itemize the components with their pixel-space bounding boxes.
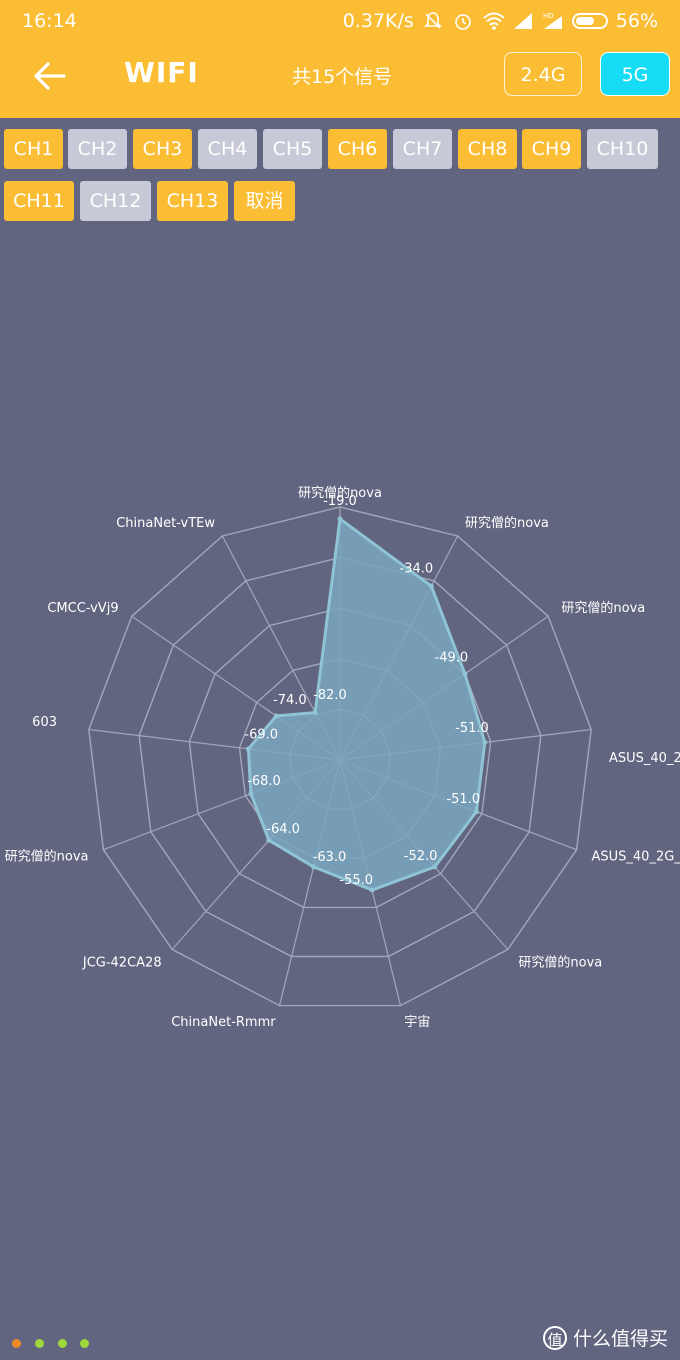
category-label: 研究僧的nova — [465, 515, 549, 531]
signal-point — [266, 837, 272, 843]
category-label: JCG-42CA28 — [82, 955, 162, 970]
signal-area — [246, 516, 487, 892]
value-label: -63.0 — [313, 850, 347, 865]
watermark: 值 什么值得买 — [542, 1324, 668, 1351]
channel-button[interactable]: CH2 — [68, 129, 127, 169]
signal-point — [473, 809, 479, 815]
network-speed: 0.37K/s — [342, 10, 414, 32]
channel-button[interactable]: CH10 — [587, 129, 658, 169]
signal-point — [248, 791, 254, 797]
mute-bell-icon — [422, 11, 444, 31]
signal-point — [312, 710, 318, 716]
value-label: -64.0 — [266, 822, 300, 837]
watermark-text: 什么值得买 — [572, 1328, 668, 1350]
value-label: -74.0 — [273, 693, 307, 708]
wifi-icon — [482, 11, 505, 31]
category-label: 宇宙 — [404, 1015, 430, 1030]
channel-button[interactable]: CH13 — [157, 181, 228, 221]
channel-button[interactable]: CH3 — [133, 129, 192, 169]
radar-labels: 研究僧的nova 研究僧的nova 研究僧的nova ASUS_40_2G ASUS_4… — [5, 485, 680, 1030]
category-label: ASUS_40_2G — [609, 751, 680, 766]
indicator-dot — [12, 1339, 21, 1348]
channel-button[interactable]: CH12 — [80, 181, 151, 221]
signal-point — [482, 739, 488, 745]
value-label: -82.0 — [313, 688, 347, 703]
category-label: CMCC-vVj9 — [47, 601, 118, 616]
status-icons: 0.37K/s HD 56% — [343, 10, 658, 32]
watermark-logo-icon: 值 — [542, 1325, 567, 1350]
category-label: 研究僧的nova — [5, 848, 89, 864]
category-label: 研究僧的nova — [298, 485, 382, 501]
svg-text:HD: HD — [543, 12, 554, 20]
channel-button[interactable]: CH6 — [328, 129, 387, 169]
category-label: 研究僧的nova — [518, 954, 602, 970]
signal-point — [428, 583, 434, 589]
band-5g-button[interactable]: 5G — [600, 52, 670, 96]
radar-area — [245, 516, 488, 893]
battery-icon — [571, 13, 608, 29]
value-label: -19.0 — [323, 494, 357, 509]
grid-ring — [88, 506, 592, 1007]
cancel-button[interactable]: 取消 — [234, 181, 295, 221]
page-title: WIFI — [124, 56, 199, 89]
cell-signal-icon — [512, 11, 534, 31]
value-label: -51.0 — [446, 792, 480, 807]
category-label: ChinaNet-vTEw — [116, 516, 215, 531]
category-label: ChinaNet-Rmmr — [171, 1015, 276, 1030]
signal-point — [432, 864, 438, 870]
channel-button[interactable]: CH7 — [393, 129, 452, 169]
value-label: -55.0 — [339, 873, 373, 888]
signal-count: 共15个信号 — [292, 66, 393, 88]
alarm-icon — [452, 11, 474, 31]
category-label: ASUS_40_2G_K — [592, 849, 680, 864]
channel-button[interactable]: CH8 — [458, 129, 517, 169]
signal-point — [311, 864, 317, 870]
hd-signal-icon: HD — [542, 11, 564, 31]
category-label: 研究僧的nova — [561, 600, 645, 616]
channel-button[interactable]: CH4 — [198, 129, 257, 169]
channel-button[interactable]: CH11 — [4, 181, 74, 221]
channel-button[interactable]: CH1 — [4, 129, 63, 169]
value-label: -49.0 — [435, 651, 469, 666]
battery-level: 56% — [615, 10, 658, 32]
indicator-dot — [35, 1339, 44, 1348]
value-label: -69.0 — [244, 727, 278, 742]
indicator-dot — [80, 1339, 89, 1348]
status-time: 16:14 — [22, 10, 77, 32]
channel-button[interactable]: CH5 — [263, 129, 322, 169]
indicator-dot — [58, 1339, 67, 1348]
signal-point — [245, 746, 251, 752]
signal-point — [462, 671, 468, 677]
value-label: -68.0 — [247, 774, 281, 789]
category-label: 603 — [32, 715, 57, 730]
app-header: 16:14 0.37K/s HD 56% WIFI 共15个信号 2.4 — [0, 0, 680, 118]
signal-point — [369, 887, 375, 893]
band-2-4g-button[interactable]: 2.4G — [504, 52, 582, 96]
channel-button[interactable]: CH9 — [522, 129, 581, 169]
back-arrow-icon[interactable] — [30, 56, 70, 96]
status-bar: 16:14 0.37K/s HD 56% — [0, 0, 680, 40]
signal-point — [273, 713, 279, 719]
grid-ring — [138, 556, 542, 958]
value-label: -52.0 — [404, 849, 438, 864]
value-label: -51.0 — [455, 721, 489, 736]
signal-point — [337, 516, 343, 522]
value-label: -34.0 — [400, 562, 434, 577]
